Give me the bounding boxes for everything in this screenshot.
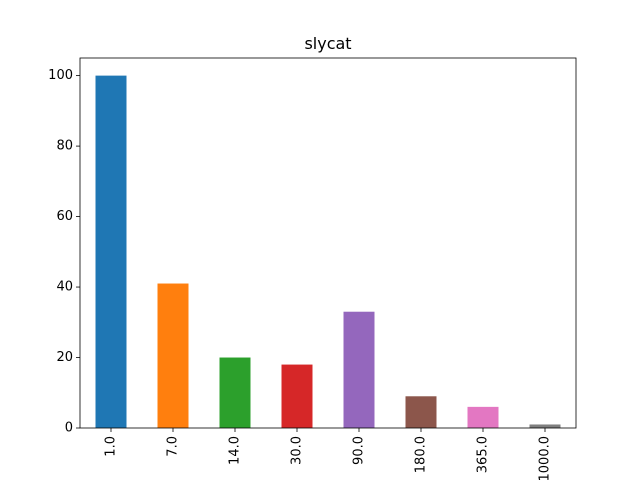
bar-7.0 (157, 283, 189, 428)
x-tick-label: 1.0 (104, 436, 119, 457)
y-tick-label: 20 (56, 350, 73, 365)
bar-1000.0 (529, 424, 561, 428)
y-tick-label: 60 (56, 209, 73, 224)
y-tick-label: 0 (65, 421, 73, 436)
y-tick-label: 80 (56, 139, 73, 154)
x-tick-label: 180.0 (414, 436, 429, 473)
x-tick-label: 90.0 (352, 436, 367, 465)
bar-14.0 (219, 357, 251, 428)
y-tick-label: 40 (56, 280, 73, 295)
x-tick-label: 30.0 (290, 436, 305, 465)
x-tick-label: 365.0 (476, 436, 491, 473)
bar-90.0 (343, 311, 375, 428)
bar-1.0 (95, 75, 127, 428)
y-axis: 0 20 40 60 80 100 (48, 68, 80, 436)
x-tick-label: 7.0 (166, 436, 181, 457)
x-tick-label: 1000.0 (538, 436, 553, 480)
chart-title: slycat (304, 34, 351, 53)
bar-30.0 (281, 364, 313, 428)
x-axis: 1.0 7.0 14.0 30.0 90.0 180.0 365.0 1000.0 (104, 428, 553, 482)
y-tick-label: 100 (48, 68, 73, 83)
bar-180.0 (405, 396, 437, 428)
x-tick-label: 14.0 (228, 436, 243, 465)
plot-frame (79, 57, 577, 429)
bar-365.0 (467, 406, 499, 428)
bars-layer (95, 75, 561, 428)
